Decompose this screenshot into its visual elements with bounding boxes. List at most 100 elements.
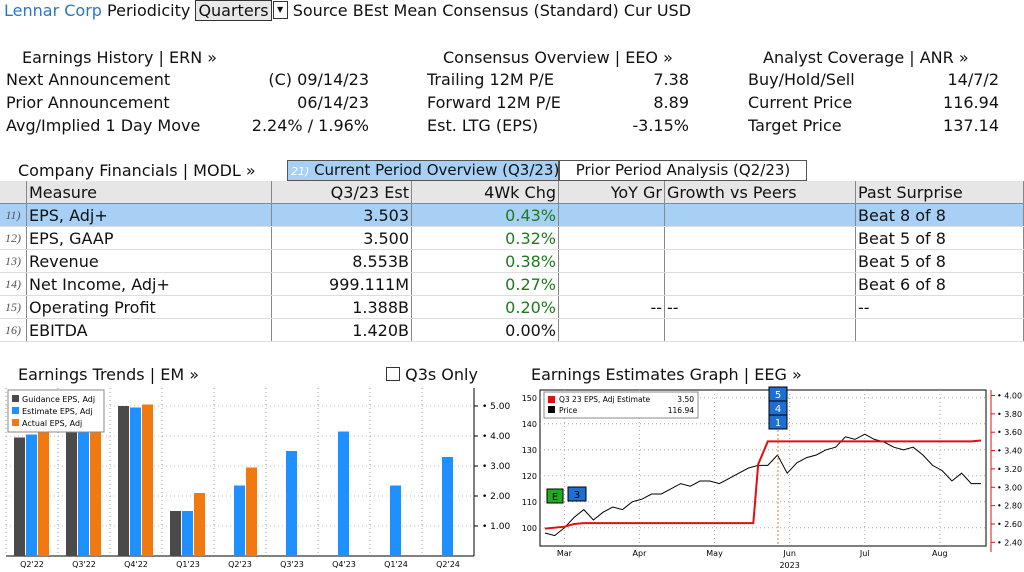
x-tick-label: Q1'24: [384, 560, 408, 569]
bar-guidance-eps-adj: [66, 424, 77, 556]
x-tick-label: Q3'22: [72, 560, 96, 569]
yoy-cell: [558, 272, 665, 296]
measure-cell: EPS, Adj+: [26, 203, 272, 227]
chevron-down-icon[interactable]: ▼: [272, 1, 288, 19]
bar-estimate-eps-adj: [78, 419, 89, 556]
estimate-cell: 3.503: [271, 203, 412, 227]
row-number: 11): [0, 203, 27, 227]
tab-prior-period[interactable]: Prior Period Analysis (Q2/23): [559, 160, 807, 181]
change-cell: 0.38%: [411, 249, 559, 273]
surprise-cell: Beat 6 of 8: [855, 272, 1024, 296]
chart-legend: Guidance EPS, Adj Estimate EPS, Adj Actual…: [7, 389, 105, 433]
eh-label: Avg/Implied 1 Day Move: [6, 116, 201, 135]
co-value: 7.38: [653, 70, 689, 89]
analyst-coverage-title[interactable]: Analyst Coverage | ANR »: [763, 48, 969, 67]
col-past-surprise[interactable]: Past Surprise: [855, 181, 1024, 204]
ac-row: Target Price 137.14: [748, 116, 999, 139]
co-label: Trailing 12M P/E: [427, 70, 554, 89]
event-marker-e: [546, 488, 564, 504]
bar-estimate-eps-adj: [130, 407, 141, 556]
left-tick-label: 120: [522, 472, 537, 481]
table-row[interactable]: 12) EPS, GAAP 3.500 0.32% Beat 5 of 8: [0, 226, 1024, 250]
company-financials-title[interactable]: Company Financials | MODL »: [18, 161, 256, 180]
consensus-overview-title[interactable]: Consensus Overview | EEO »: [443, 48, 673, 67]
bar-estimate-eps-adj: [234, 485, 245, 556]
chart-legend: Q3 23 EPS, Adj Estimate 3.50 Price 116.94: [543, 391, 699, 419]
yoy-cell: [558, 318, 665, 342]
col-4wk-chg[interactable]: 4Wk Chg: [411, 181, 559, 204]
periodicity-label: Periodicity: [107, 1, 191, 20]
co-row: Forward 12M P/E 8.89: [427, 93, 689, 116]
event-marker-3: [567, 486, 587, 502]
checkbox-icon[interactable]: [386, 367, 400, 381]
bar-estimate-eps-adj: [442, 457, 453, 556]
y-tick-label: • 5.00: [482, 402, 510, 412]
row-number: 14): [0, 272, 27, 296]
peers-cell: [664, 272, 856, 296]
estimate-line: [544, 439, 982, 530]
surprise-cell: --: [855, 295, 1024, 319]
col-yoy[interactable]: YoY Gr: [558, 181, 665, 204]
peers-cell: [664, 249, 856, 273]
table-row[interactable]: 15) Operating Profit 1.388B 0.20% -- -- …: [0, 295, 1024, 319]
q3s-only-checkbox[interactable]: Q3s Only: [386, 365, 478, 385]
periodicity-dropdown[interactable]: Quarters: [195, 0, 272, 21]
ac-label: Current Price: [748, 93, 853, 112]
col-measure[interactable]: Measure: [26, 181, 272, 204]
estimate-cell: 3.500: [271, 226, 412, 250]
event-marker-label: 5: [775, 390, 781, 401]
x-tick-label: Q4'22: [124, 560, 148, 569]
source-text: Source BEst Mean Consensus (Standard) Cu…: [292, 1, 692, 20]
bar-estimate-eps-adj: [338, 431, 349, 556]
x-tick-label: Q3'23: [280, 560, 304, 569]
left-tick-label: 150: [522, 394, 537, 403]
right-tick-label: • 3.80: [997, 410, 1022, 419]
tab-current-period[interactable]: 21) Current Period Overview (Q3/23): [287, 160, 559, 181]
legend-value: 3.50: [677, 395, 694, 404]
right-tick-label: • 2.80: [997, 502, 1022, 511]
consensus-overview-panel: Trailing 12M P/E 7.38 Forward 12M P/E 8.89…: [427, 70, 689, 139]
right-tick-label: • 4.00: [997, 392, 1022, 401]
table-row[interactable]: 14) Net Income, Adj+ 999.111M 0.27% Beat…: [0, 272, 1024, 296]
row-number: 13): [0, 249, 27, 273]
legend-box: [543, 391, 699, 419]
bar-estimate-eps-adj: [390, 485, 401, 556]
left-tick-label: 140: [522, 420, 537, 429]
row-number: 16): [0, 318, 27, 342]
ac-row: Current Price 116.94: [748, 93, 999, 116]
earnings-history-title[interactable]: Earnings History | ERN »: [22, 48, 218, 67]
table-header-row: Measure Q3/23 Est 4Wk Chg YoY Gr Growth …: [0, 181, 1024, 204]
yoy-cell: --: [558, 295, 665, 319]
right-tick-label: • 3.40: [997, 447, 1022, 456]
col-growth-peers[interactable]: Growth vs Peers: [664, 181, 856, 204]
table-row[interactable]: 11) EPS, Adj+ 3.503 0.43% Beat 8 of 8: [0, 203, 1024, 227]
right-tick-label: • 2.40: [997, 538, 1022, 547]
bar-estimate-eps-adj: [286, 451, 297, 556]
co-row: Est. LTG (EPS) -3.15%: [427, 116, 689, 139]
earnings-trends-chart: • 1.00 • 2.00 • 3.00 • 4.00 • 5.00 Q2'22 Q3'22…: [5, 388, 510, 569]
earnings-trends-title[interactable]: Earnings Trends | EM »: [18, 365, 199, 384]
change-cell: 0.00%: [411, 318, 559, 342]
eh-value: 06/14/23: [297, 93, 369, 112]
co-value: 8.89: [653, 93, 689, 112]
table-row[interactable]: 16) EBITDA 1.420B 0.00%: [0, 318, 1024, 342]
bar-actual-eps-adj: [142, 404, 153, 556]
legend-label: Q3 23 EPS, Adj Estimate: [559, 395, 651, 404]
tab-current-label: Current Period Overview (Q3/23): [314, 161, 560, 179]
measure-cell: EPS, GAAP: [26, 226, 272, 250]
right-tick-label: • 3.00: [997, 483, 1022, 492]
row-number: 12): [0, 226, 27, 250]
table-row[interactable]: 13) Revenue 8.553B 0.38% Beat 5 of 8: [0, 249, 1024, 273]
legend-box: [7, 389, 105, 433]
co-label: Forward 12M P/E: [427, 93, 561, 112]
earnings-graph-title[interactable]: Earnings Estimates Graph | EEG »: [531, 365, 802, 384]
eh-value: (C) 09/14/23: [268, 70, 369, 89]
legend-label: Price: [559, 406, 578, 415]
change-cell: 0.27%: [411, 272, 559, 296]
measure-cell: Revenue: [26, 249, 272, 273]
x-tick-label: Q2'24: [436, 560, 460, 569]
bar-actual-eps-adj: [246, 467, 257, 556]
col-estimate[interactable]: Q3/23 Est: [271, 181, 412, 204]
x-tick-label: Aug: [932, 549, 948, 558]
company-name[interactable]: Lennar Corp: [4, 1, 102, 20]
